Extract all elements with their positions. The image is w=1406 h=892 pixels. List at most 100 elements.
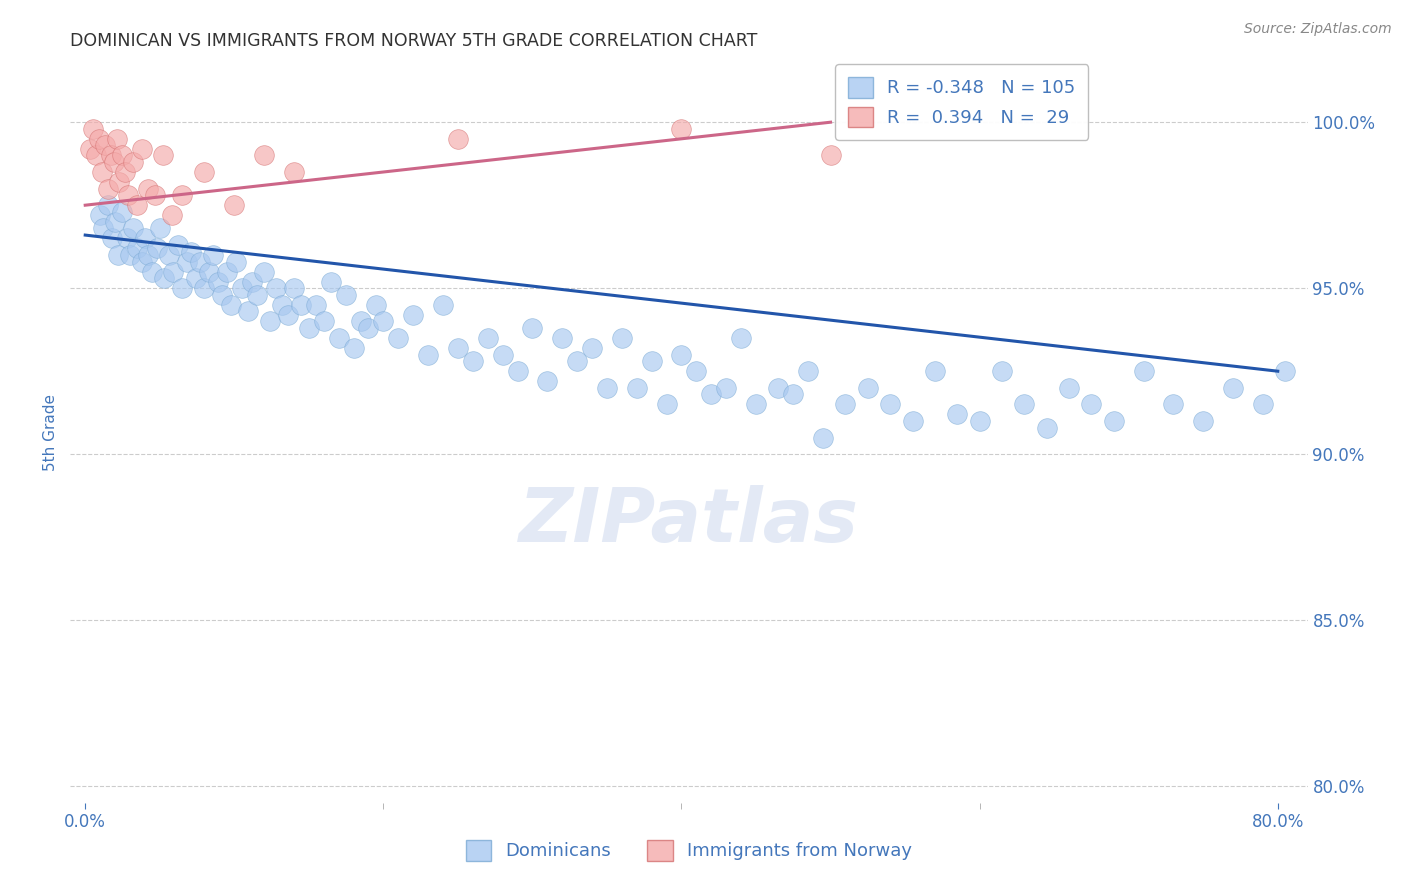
Point bbox=[101, 231, 124, 245]
Point bbox=[856, 381, 879, 395]
Point bbox=[114, 165, 136, 179]
Point bbox=[565, 354, 588, 368]
Point bbox=[581, 341, 603, 355]
Point bbox=[84, 148, 107, 162]
Point bbox=[157, 248, 180, 262]
Point bbox=[387, 331, 409, 345]
Point bbox=[117, 188, 139, 202]
Point bbox=[283, 281, 305, 295]
Text: Source: ZipAtlas.com: Source: ZipAtlas.com bbox=[1244, 22, 1392, 37]
Point bbox=[172, 281, 194, 295]
Point bbox=[416, 348, 439, 362]
Point bbox=[730, 331, 752, 345]
Point bbox=[640, 354, 662, 368]
Point bbox=[506, 364, 529, 378]
Text: ZIPatlas: ZIPatlas bbox=[519, 485, 859, 558]
Point bbox=[122, 221, 145, 235]
Point bbox=[447, 132, 470, 146]
Point bbox=[90, 165, 112, 179]
Point bbox=[946, 408, 969, 422]
Point bbox=[700, 387, 723, 401]
Point bbox=[491, 348, 513, 362]
Point bbox=[160, 208, 183, 222]
Point bbox=[1080, 397, 1102, 411]
Point bbox=[141, 264, 163, 278]
Point bbox=[225, 254, 247, 268]
Point bbox=[188, 254, 211, 268]
Point bbox=[811, 431, 834, 445]
Point bbox=[93, 138, 115, 153]
Point bbox=[461, 354, 484, 368]
Point bbox=[143, 188, 166, 202]
Point bbox=[432, 298, 454, 312]
Point bbox=[321, 275, 343, 289]
Point bbox=[820, 148, 842, 162]
Point bbox=[283, 165, 305, 179]
Point bbox=[198, 264, 221, 278]
Point bbox=[298, 321, 321, 335]
Point bbox=[103, 155, 125, 169]
Point bbox=[231, 281, 253, 295]
Point bbox=[97, 198, 120, 212]
Point bbox=[82, 121, 104, 136]
Point bbox=[221, 298, 243, 312]
Point bbox=[402, 308, 425, 322]
Point bbox=[180, 244, 202, 259]
Point bbox=[111, 148, 134, 162]
Point bbox=[115, 231, 138, 245]
Point bbox=[991, 364, 1014, 378]
Y-axis label: 5th Grade: 5th Grade bbox=[44, 394, 59, 471]
Point bbox=[224, 198, 246, 212]
Point bbox=[104, 215, 127, 229]
Point bbox=[153, 271, 176, 285]
Point bbox=[1035, 420, 1057, 434]
Point bbox=[131, 142, 153, 156]
Point bbox=[364, 298, 387, 312]
Point bbox=[335, 288, 357, 302]
Point bbox=[969, 414, 991, 428]
Point bbox=[277, 308, 299, 322]
Point bbox=[152, 148, 174, 162]
Point bbox=[1192, 414, 1215, 428]
Point bbox=[477, 331, 499, 345]
Point bbox=[259, 314, 281, 328]
Point bbox=[107, 248, 129, 262]
Point bbox=[797, 364, 820, 378]
Legend: Dominicans, Immigrants from Norway: Dominicans, Immigrants from Norway bbox=[458, 832, 920, 868]
Point bbox=[236, 304, 259, 318]
Point bbox=[373, 314, 395, 328]
Point bbox=[131, 254, 153, 268]
Point bbox=[211, 288, 233, 302]
Point bbox=[118, 248, 141, 262]
Point bbox=[97, 181, 120, 195]
Point bbox=[246, 288, 269, 302]
Point bbox=[716, 381, 738, 395]
Point bbox=[447, 341, 470, 355]
Point bbox=[136, 248, 159, 262]
Point bbox=[1251, 397, 1274, 411]
Point bbox=[745, 397, 768, 411]
Point bbox=[1102, 414, 1125, 428]
Point bbox=[1163, 397, 1185, 411]
Point bbox=[834, 397, 856, 411]
Point bbox=[1057, 381, 1080, 395]
Point bbox=[350, 314, 373, 328]
Point bbox=[193, 281, 215, 295]
Text: DOMINICAN VS IMMIGRANTS FROM NORWAY 5TH GRADE CORRELATION CHART: DOMINICAN VS IMMIGRANTS FROM NORWAY 5TH … bbox=[70, 32, 758, 50]
Point bbox=[122, 155, 145, 169]
Point bbox=[193, 165, 215, 179]
Point bbox=[215, 264, 238, 278]
Point bbox=[79, 142, 101, 156]
Point bbox=[305, 298, 328, 312]
Point bbox=[901, 414, 924, 428]
Point bbox=[342, 341, 364, 355]
Point bbox=[610, 331, 633, 345]
Point bbox=[240, 275, 263, 289]
Point bbox=[105, 132, 128, 146]
Point bbox=[290, 298, 312, 312]
Point bbox=[671, 348, 693, 362]
Point bbox=[145, 241, 167, 255]
Point bbox=[207, 275, 229, 289]
Point bbox=[357, 321, 380, 335]
Point bbox=[87, 132, 110, 146]
